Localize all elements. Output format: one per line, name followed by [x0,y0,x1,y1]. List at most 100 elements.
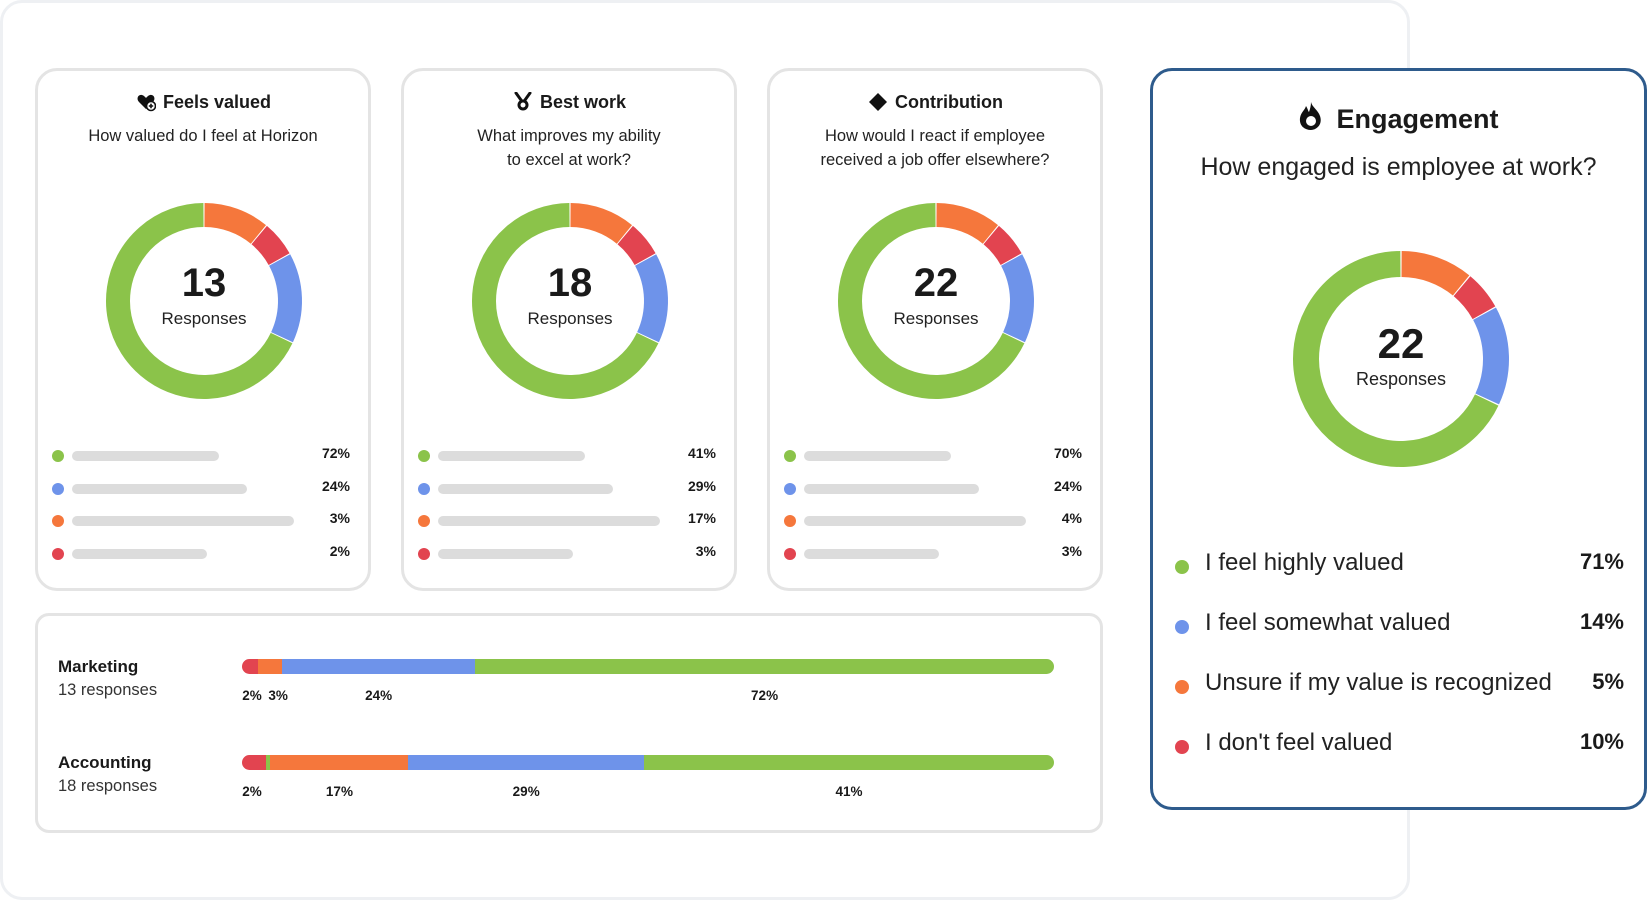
department-breakdown-panel: Marketing 13 responses 2% 3% 24% 72% Accoun… [35,613,1103,833]
legend-row[interactable]: 2% [52,539,350,572]
engagement-legend-row[interactable]: I feel somewhat valued 14% [1175,609,1624,669]
legend-row[interactable]: 3% [52,506,350,539]
legend-row[interactable]: 70% [784,441,1082,474]
card-question: How valued do I feel at Horizon [88,127,318,145]
donut-slice-orange[interactable] [569,203,633,244]
bar-segment-label: 24% [365,688,393,703]
legend-row[interactable]: 29% [418,474,716,507]
legend-row[interactable]: 24% [52,474,350,507]
heart-plus-icon [135,91,157,113]
legend-percent: 72% [321,445,350,461]
bar-segment-green[interactable] [475,659,1054,674]
legend-dot [784,515,796,527]
bar-segment-green[interactable] [266,755,271,770]
legend-placeholder-bar [72,483,248,494]
legend-placeholder-bar [804,548,940,559]
bar-segment-red[interactable] [242,755,267,770]
bar-segment-blue[interactable] [408,755,644,770]
engagement-title-text: Engagement [1336,104,1499,134]
donut-slice-red[interactable] [617,225,656,266]
donut-chart: 22 Responses [836,201,1036,401]
department-name: Accounting [58,753,152,772]
bar-segment-label: 2% [242,784,262,799]
legend-dot [784,547,796,560]
donut-svg [106,203,302,399]
engagement-legend-row[interactable]: I don't feel valued 10% [1175,729,1624,789]
department-responses: 13 responses [58,681,158,699]
engagement-legend-row[interactable]: I feel highly valued 71% [1175,549,1624,609]
card-contribution[interactable]: Contribution How would I react if employ… [767,68,1103,591]
donut-slice-red[interactable] [1453,276,1496,320]
response-count: 13 [181,261,227,305]
legend-row[interactable]: 3% [784,539,1082,572]
bar-segment-label: 41% [835,784,863,799]
legend-dot [52,482,64,495]
donut-svg [1293,251,1509,467]
legend-row[interactable]: 72% [52,441,350,474]
legend-placeholder-bar [804,483,980,494]
legend-dot [418,547,430,560]
legend-percent: 3% [329,510,350,526]
bar-segment-label: 72% [751,688,779,703]
legend-dot [418,482,430,495]
legend-percent: 5% [1592,669,1624,694]
legend-row[interactable]: 3% [418,539,716,572]
medal-icon [512,91,534,113]
card-question: What improves my ability to excel at wor… [477,127,661,169]
card-feels-valued[interactable]: Feels valued How valued do I feel at Hor… [35,68,371,591]
stacked-bar [242,659,1054,674]
card-title: Best work [404,91,734,113]
department-row-accounting[interactable]: Accounting 18 responses 2% 17% 29% 41% [58,753,1080,833]
response-count: 22 [913,261,959,305]
legend-percent: 10% [1579,729,1624,754]
bar-segment-label: 17% [325,784,353,799]
donut-slice-green[interactable] [1293,251,1499,467]
bar-segment-label: 3% [268,688,288,703]
legend-row[interactable]: 24% [784,474,1082,507]
bar-segment-red[interactable] [242,659,259,674]
response-count: 18 [547,261,593,305]
bar-segment-orange[interactable] [258,659,283,674]
legend-percent: 17% [687,510,716,526]
legend-row[interactable]: 41% [418,441,716,474]
donut-slice-red[interactable] [983,225,1022,266]
legend-placeholder-bar [804,451,951,461]
engagement-legend-row[interactable]: Unsure if my value is recognized 5% [1175,669,1624,729]
donut-slice-green[interactable] [106,203,293,399]
legend-row[interactable]: 17% [418,506,716,539]
legend-percent: 3% [1061,542,1082,559]
legend-dot [52,450,64,462]
donut-slice-green[interactable] [472,203,659,399]
legend-row[interactable]: 4% [784,506,1082,539]
donut-slice-blue[interactable] [634,254,668,343]
department-responses: 18 responses [58,777,158,795]
donut-slice-orange[interactable] [1401,251,1470,296]
donut-slice-green[interactable] [838,203,1025,399]
bar-segment-green[interactable] [643,755,1054,770]
donut-slice-orange[interactable] [203,203,267,244]
bar-segment-orange[interactable] [270,755,409,770]
bar-segment-blue[interactable] [282,659,476,674]
card-best-work[interactable]: Best work What improves my ability to ex… [401,68,737,591]
legend-placeholder-bar [438,516,660,526]
donut-slice-red[interactable] [251,225,290,266]
response-label: Responses [161,309,247,328]
legend-placeholder-bar [72,548,208,559]
donut-slice-orange[interactable] [935,203,999,244]
donut-slice-blue[interactable] [1000,254,1034,343]
response-label: Responses [1355,369,1447,389]
donut-slice-blue[interactable] [1472,307,1509,405]
engagement-legend: I feel highly valued 71% I feel somewhat v… [1175,549,1624,789]
engagement-donut-chart: 22 Responses [1291,249,1511,469]
legend-label: Unsure if my value is recognized [1205,669,1552,696]
donut-svg [472,203,668,399]
donut-chart: 13 Responses [104,201,304,401]
legend-dot [784,450,796,462]
donut-slice-blue[interactable] [268,254,302,343]
legend: 72% 24% 3% 2% [52,441,350,571]
legend-percent: 3% [695,542,716,559]
legend-placeholder-bar [438,483,614,494]
department-row-marketing[interactable]: Marketing 13 responses 2% 3% 24% 72% [58,657,1080,737]
bar-segment-label: 2% [242,688,262,703]
card-engagement[interactable]: Engagement How engaged is employee at wo… [1150,68,1647,810]
